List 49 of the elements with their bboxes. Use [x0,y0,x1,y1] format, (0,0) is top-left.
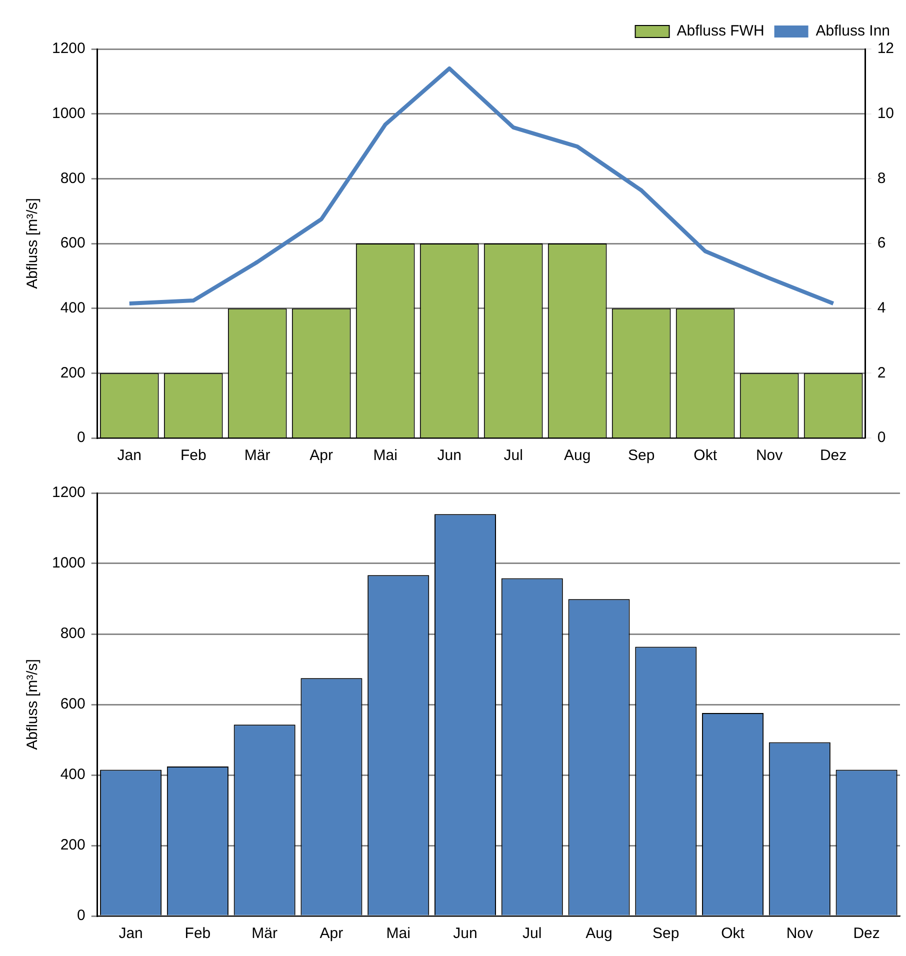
y2-tick-label: 10 [877,104,894,122]
x-tick-label: Jan [118,925,143,942]
x-tick-label: Okt [721,925,746,942]
x-tick-label: Mär [244,447,270,464]
y2-tick-label: 2 [877,364,886,382]
x-tick-label: Aug [564,447,591,464]
x-tick-label: Dez [820,447,847,464]
y-tick-label: 800 [60,625,86,642]
y-tick-label: 200 [60,364,86,382]
y-tick-label: 600 [60,696,86,713]
y2-tick-label: 6 [877,234,886,252]
y-axis-title: Abfluss [m³/s] [24,198,42,289]
x-tick-label: Okt [694,447,718,464]
y-tick-label: 0 [77,907,86,924]
legend-label: Abfluss Inn [816,22,890,40]
x-tick-label: Aug [586,925,612,942]
legend-label: Abfluss FWH [676,22,764,40]
x-tick-label: Mär [252,925,278,942]
x-tick-label: Feb [184,925,211,942]
y-tick-label: 1200 [52,484,86,502]
y2-tick-label: 0 [877,429,886,446]
y-tick-label: 600 [60,234,86,252]
y2-tick-label: 8 [877,170,886,187]
x-tick-label: Mai [373,447,398,464]
y-tick-label: 800 [60,170,86,187]
x-tick-label: Nov [786,925,814,942]
x-tick-label: Jan [117,447,142,464]
x-tick-label: Feb [180,447,206,464]
x-tick-label: Dez [853,925,880,942]
y-axis-title: Abfluss [m³/s] [24,659,42,750]
x-tick-label: Jun [437,447,462,464]
y-tick-label: 400 [60,299,86,316]
x-tick-label: Sep [628,447,655,464]
x-tick-label: Sep [652,925,680,942]
x-tick-label: Nov [756,447,784,464]
x-tick-label: Mai [386,925,410,942]
y-tick-label: 0 [77,429,86,446]
y2-tick-label: 12 [877,40,894,58]
x-tick-label: Jul [504,447,523,464]
x-tick-label: Jul [522,925,542,942]
y-tick-label: 200 [60,836,86,854]
y2-tick-label: 4 [877,299,886,316]
y-tick-label: 400 [60,766,86,784]
x-tick-label: Apr [310,447,334,464]
y-tick-label: 1000 [52,104,86,122]
x-tick-label: Apr [320,925,344,942]
y-tick-label: 1000 [52,554,86,572]
x-tick-label: Jun [453,925,478,942]
y-tick-label: 1200 [52,40,86,58]
